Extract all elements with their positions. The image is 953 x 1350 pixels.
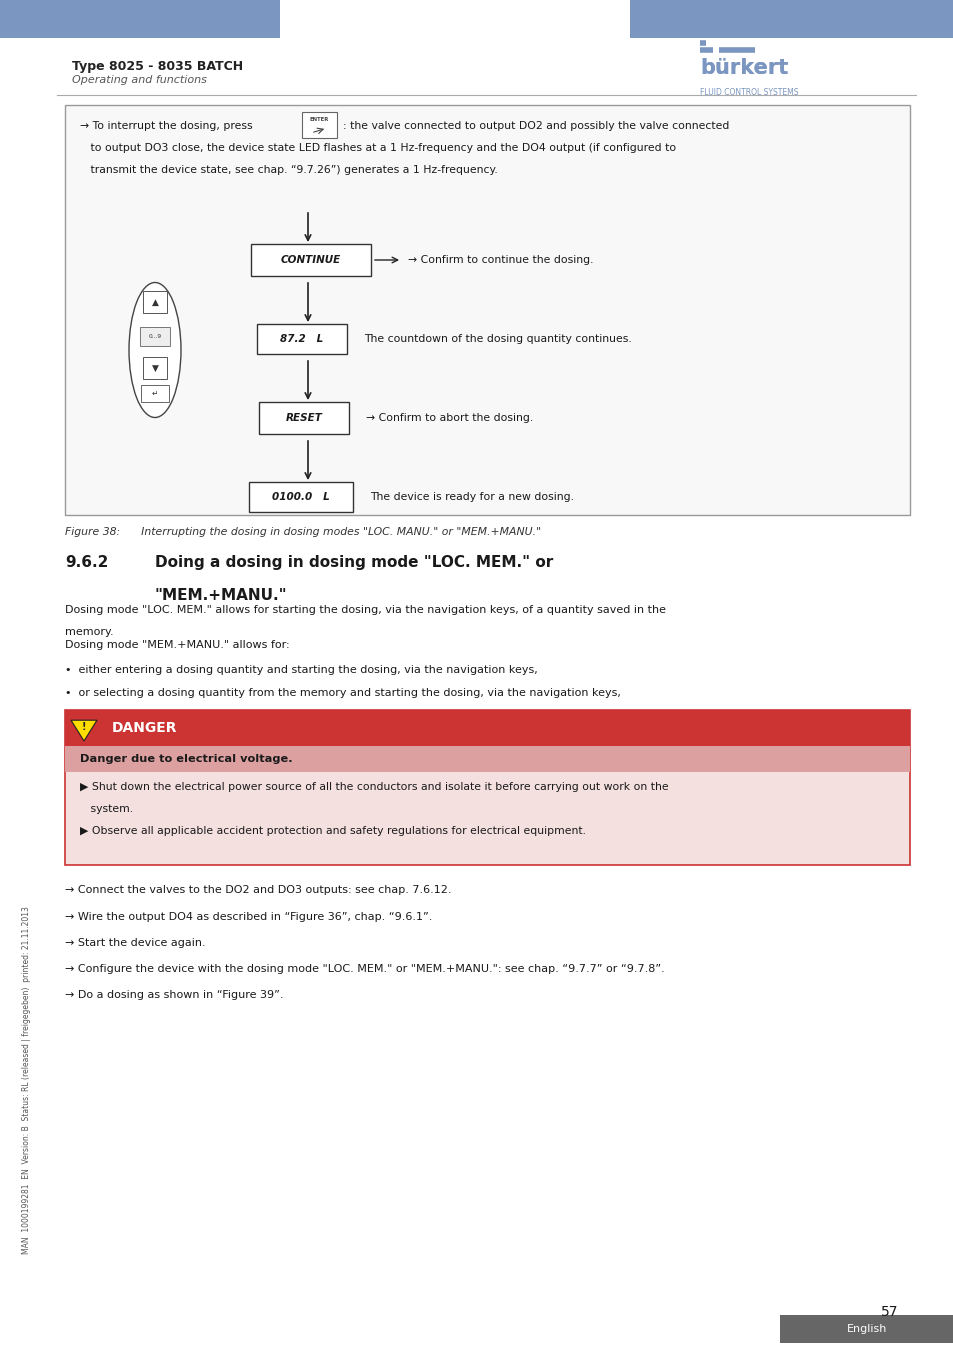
FancyBboxPatch shape [629, 0, 953, 38]
FancyBboxPatch shape [249, 482, 353, 512]
Text: 87.2   L: 87.2 L [280, 333, 323, 344]
Text: ▼: ▼ [152, 363, 158, 373]
Text: memory.: memory. [65, 626, 113, 637]
Text: burkert: burkert [700, 58, 787, 78]
Text: bürkert: bürkert [700, 58, 787, 78]
FancyBboxPatch shape [302, 112, 336, 138]
Text: → Confirm to continue the dosing.: → Confirm to continue the dosing. [408, 255, 593, 265]
Text: → Start the device again.: → Start the device again. [65, 938, 206, 948]
FancyBboxPatch shape [143, 356, 167, 379]
Text: •  either entering a dosing quantity and starting the dosing, via the navigation: • either entering a dosing quantity and … [65, 666, 537, 675]
Text: Danger due to electrical voltage.: Danger due to electrical voltage. [80, 755, 293, 764]
Text: ENTER: ENTER [310, 117, 329, 121]
FancyBboxPatch shape [251, 244, 371, 275]
Text: 0...9: 0...9 [149, 333, 161, 339]
Text: Doing a dosing in dosing mode "LOC. MEM." or: Doing a dosing in dosing mode "LOC. MEM.… [154, 555, 553, 570]
FancyBboxPatch shape [65, 710, 909, 747]
Text: ▶ Observe all applicable accident protection and safety regulations for electric: ▶ Observe all applicable accident protec… [80, 826, 585, 836]
Text: ▲: ▲ [152, 297, 158, 306]
Text: 0100.0   L: 0100.0 L [272, 491, 330, 502]
Text: •  or selecting a dosing quantity from the memory and starting the dosing, via t: • or selecting a dosing quantity from th… [65, 688, 620, 698]
Polygon shape [71, 720, 97, 741]
Text: to output DO3 close, the device state LED flashes at a 1 Hz-frequency and the DO: to output DO3 close, the device state LE… [80, 143, 676, 153]
Text: ↵: ↵ [152, 389, 158, 398]
Text: RESET: RESET [285, 413, 322, 423]
Text: English: English [846, 1324, 886, 1334]
FancyBboxPatch shape [140, 327, 170, 346]
Text: !: ! [82, 722, 86, 732]
Text: DANGER: DANGER [112, 721, 177, 734]
Ellipse shape [129, 282, 181, 417]
Text: → Confirm to abort the dosing.: → Confirm to abort the dosing. [366, 413, 533, 423]
Text: 57: 57 [881, 1305, 898, 1319]
FancyBboxPatch shape [65, 710, 909, 865]
Text: Type 8025 - 8035 BATCH: Type 8025 - 8035 BATCH [71, 59, 243, 73]
Text: The device is ready for a new dosing.: The device is ready for a new dosing. [370, 491, 574, 502]
Text: → Do a dosing as shown in “Figure 39”.: → Do a dosing as shown in “Figure 39”. [65, 990, 283, 1000]
Text: → Connect the valves to the DO2 and DO3 outputs: see chap. 7.6.12.: → Connect the valves to the DO2 and DO3 … [65, 886, 451, 895]
FancyBboxPatch shape [258, 402, 349, 433]
Text: FLUID CONTROL SYSTEMS: FLUID CONTROL SYSTEMS [700, 88, 798, 97]
FancyBboxPatch shape [143, 292, 167, 313]
Text: "MEM.+MANU.": "MEM.+MANU." [154, 589, 287, 603]
FancyBboxPatch shape [0, 0, 280, 38]
Text: Dosing mode "MEM.+MANU." allows for:: Dosing mode "MEM.+MANU." allows for: [65, 640, 290, 649]
FancyBboxPatch shape [141, 385, 169, 402]
Text: ▶ Shut down the electrical power source of all the conductors and isolate it bef: ▶ Shut down the electrical power source … [80, 782, 668, 792]
Text: Figure 38:      Interrupting the dosing in dosing modes "LOC. MANU." or "MEM.+MA: Figure 38: Interrupting the dosing in do… [65, 526, 540, 537]
FancyBboxPatch shape [65, 105, 909, 514]
Text: transmit the device state, see chap. “9.7.26”) generates a 1 Hz-frequency.: transmit the device state, see chap. “9.… [80, 165, 497, 176]
Text: → To interrupt the dosing, press: → To interrupt the dosing, press [80, 122, 253, 131]
Text: The countdown of the dosing quantity continues.: The countdown of the dosing quantity con… [364, 333, 631, 344]
Text: Dosing mode "LOC. MEM." allows for starting the dosing, via the navigation keys,: Dosing mode "LOC. MEM." allows for start… [65, 605, 665, 616]
Text: system.: system. [80, 805, 133, 814]
Text: : the valve connected to output DO2 and possibly the valve connected: : the valve connected to output DO2 and … [343, 122, 729, 131]
Text: MAN  1000199281  EN  Version: B  Status: RL (released | freigegeben)  printed: 2: MAN 1000199281 EN Version: B Status: RL … [22, 906, 30, 1254]
Text: → Wire the output DO4 as described in “Figure 36”, chap. “9.6.1”.: → Wire the output DO4 as described in “F… [65, 913, 432, 922]
Text: CONTINUE: CONTINUE [280, 255, 341, 265]
FancyBboxPatch shape [256, 324, 347, 354]
Text: → Configure the device with the dosing mode "LOC. MEM." or "MEM.+MANU.": see cha: → Configure the device with the dosing m… [65, 964, 664, 973]
FancyBboxPatch shape [780, 1315, 953, 1343]
FancyBboxPatch shape [65, 747, 909, 772]
Text: Operating and functions: Operating and functions [71, 76, 207, 85]
Text: 9.6.2: 9.6.2 [65, 555, 109, 570]
